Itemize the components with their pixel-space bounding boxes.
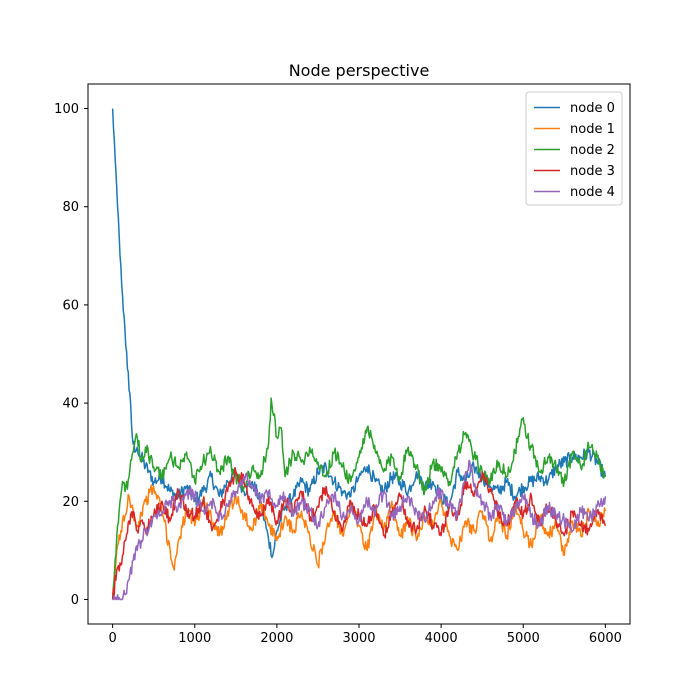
y-tick-label: 80 [62, 200, 79, 215]
chart-legend: node 0 node 1 node 2 node 3 node 4 [525, 91, 623, 206]
y-tick-label: 20 [62, 495, 79, 510]
x-tick-label: 6000 [589, 631, 622, 646]
y-tick-label: 100 [54, 102, 79, 117]
x-tick-label: 5000 [507, 631, 540, 646]
legend-label: node 1 [570, 122, 615, 137]
legend-frame [525, 91, 623, 206]
y-tick-label: 40 [62, 397, 79, 412]
series-line-node-4 [112, 459, 607, 601]
x-tick-label: 3000 [342, 631, 375, 646]
legend-label: node 2 [570, 143, 615, 158]
y-tick-label: 60 [62, 298, 79, 313]
x-tick-label: 1000 [178, 631, 211, 646]
x-axis: 0 1000 2000 3000 4000 5000 6000 [108, 624, 622, 646]
y-tick-label: 0 [71, 593, 79, 608]
y-axis: 0 20 40 60 80 100 [54, 102, 88, 608]
x-tick-label: 4000 [425, 631, 458, 646]
legend-label: node 3 [570, 164, 615, 179]
x-tick-label: 0 [108, 631, 116, 646]
series-line-node-1 [111, 484, 607, 600]
chart-title: Node perspective [289, 61, 430, 80]
legend-label: node 0 [570, 101, 615, 116]
x-tick-label: 2000 [260, 631, 293, 646]
legend-label: node 4 [570, 185, 615, 200]
series-layer [111, 108, 607, 601]
series-line-node-2 [111, 397, 607, 600]
